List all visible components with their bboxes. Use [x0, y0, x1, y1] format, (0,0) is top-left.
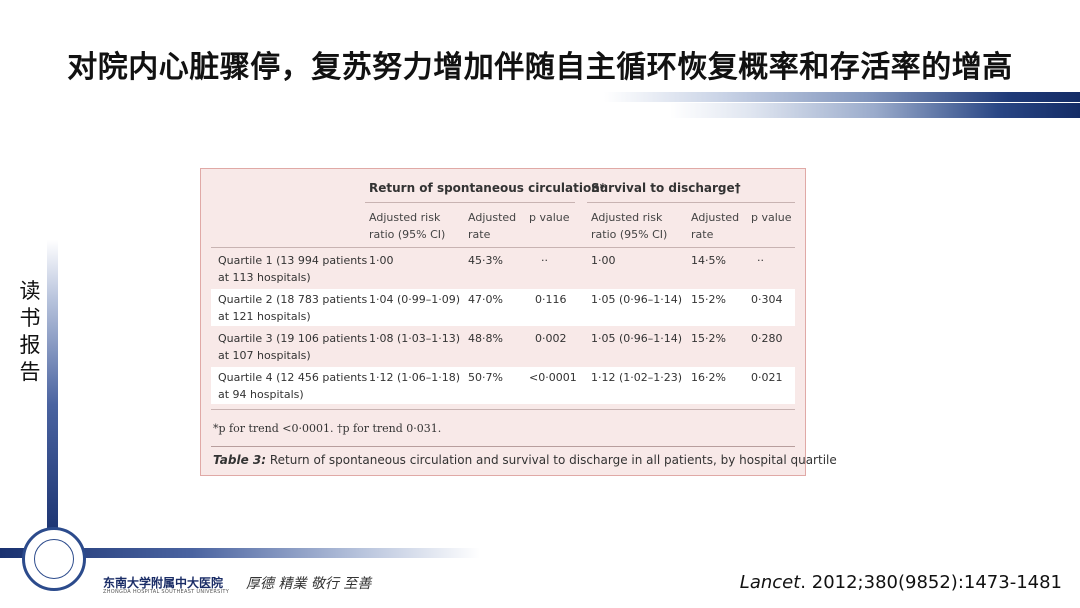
- table-cell: 0·116: [535, 293, 567, 306]
- row-label: Quartile 1 (13 994 patients: [218, 254, 368, 267]
- side-label-char: 读: [19, 279, 41, 303]
- citation: Lancet. 2012;380(9852):1473-1481: [740, 572, 1062, 593]
- subheader: Adjusted risk ratio (95% CI): [591, 211, 668, 241]
- row-label: Quartile 2 (18 783 patients: [218, 293, 368, 306]
- decorative-vertical-bar: [47, 240, 58, 540]
- decorative-stripe-top-lower: [670, 103, 1080, 118]
- table-cell: 14·5%: [691, 254, 726, 267]
- decorative-stripe-top: [604, 92, 1080, 102]
- caption-label: Table 3:: [213, 453, 267, 467]
- citation-journal: Lancet: [739, 572, 801, 593]
- table-cell: 1·00: [369, 254, 394, 267]
- table-bottom-rule: [211, 409, 795, 410]
- subheader: Adjusted rate: [468, 211, 517, 241]
- row-label: at 107 hospitals): [218, 349, 311, 362]
- subheader: p value: [529, 211, 570, 224]
- subheader: p value: [751, 211, 792, 224]
- row-band: [211, 367, 795, 404]
- subheader: Adjusted rate: [691, 211, 740, 241]
- row-label: at 121 hospitals): [218, 310, 311, 323]
- table-cell: 0·021: [751, 371, 783, 384]
- row-label: Quartile 3 (19 106 patients: [218, 332, 368, 345]
- subheader: Adjusted risk ratio (95% CI): [369, 211, 446, 241]
- slide-title: 对院内心脏骤停，复苏努力增加伴随自主循环恢复概率和存活率的增高: [67, 50, 1013, 85]
- table-cell: 0·304: [751, 293, 783, 306]
- table-cell: 50·7%: [468, 371, 503, 384]
- table-cell: ··: [541, 254, 548, 267]
- table-cell: 15·2%: [691, 332, 726, 345]
- table-caption: Table 3: Return of spontaneous circulati…: [213, 453, 837, 467]
- caption-text: Return of spontaneous circulation and su…: [266, 453, 837, 467]
- table-cell: <0·0001: [529, 371, 577, 384]
- table-cell: 1·05 (0·96–1·14): [591, 293, 683, 306]
- logo-inner-ring: [34, 539, 74, 579]
- hospital-logo: [22, 527, 86, 591]
- table-cell: 1·05 (0·96–1·14): [591, 332, 683, 345]
- group-underline: [365, 202, 575, 203]
- table-cell: 1·04 (0·99–1·09): [369, 293, 461, 306]
- citation-details: . 2012;380(9852):1473-1481: [800, 572, 1062, 593]
- organization-name: 东南大学附属中大医院: [103, 576, 224, 590]
- row-band: [211, 289, 795, 326]
- group-header-survival: Survival to discharge†: [591, 181, 741, 195]
- table-footnote: *p for trend <0·0001. †p for trend 0·031…: [213, 422, 442, 435]
- group-underline: [587, 202, 795, 203]
- table-cell: 15·2%: [691, 293, 726, 306]
- hospital-motto: 厚德 精業 敬行 至善: [246, 576, 372, 592]
- side-label-char: 书: [19, 306, 41, 330]
- table-cell: ··: [757, 254, 764, 267]
- table-cell: 1·12 (1·02–1·23): [591, 371, 683, 384]
- side-label: 读 书 报 告: [18, 278, 42, 386]
- table-cell: 0·280: [751, 332, 783, 345]
- header-rule: [211, 247, 795, 248]
- table-cell: 45·3%: [468, 254, 503, 267]
- table-cell: 16·2%: [691, 371, 726, 384]
- table-cell: 1·08 (1·03–1·13): [369, 332, 461, 345]
- caption-rule: [211, 446, 795, 447]
- table-cell: 48·8%: [468, 332, 503, 345]
- decorative-stripe-bottom: [0, 548, 480, 558]
- row-label: at 94 hospitals): [218, 388, 304, 401]
- group-header-rosc: Return of spontaneous circulation*: [369, 181, 607, 195]
- row-label: Quartile 4 (12 456 patients: [218, 371, 368, 384]
- table-cell: 0·002: [535, 332, 567, 345]
- side-label-char: 告: [19, 360, 41, 384]
- table-cell: 47·0%: [468, 293, 503, 306]
- table-image: Return of spontaneous circulation* Survi…: [200, 168, 837, 476]
- row-label: at 113 hospitals): [218, 271, 311, 284]
- table-cell: 1·00: [591, 254, 616, 267]
- table-cell: 1·12 (1·06–1·18): [369, 371, 461, 384]
- organization-english-name: ZHONGDA HOSPITAL SOUTHEAST UNIVERSITY: [103, 589, 230, 595]
- side-label-char: 报: [19, 333, 41, 357]
